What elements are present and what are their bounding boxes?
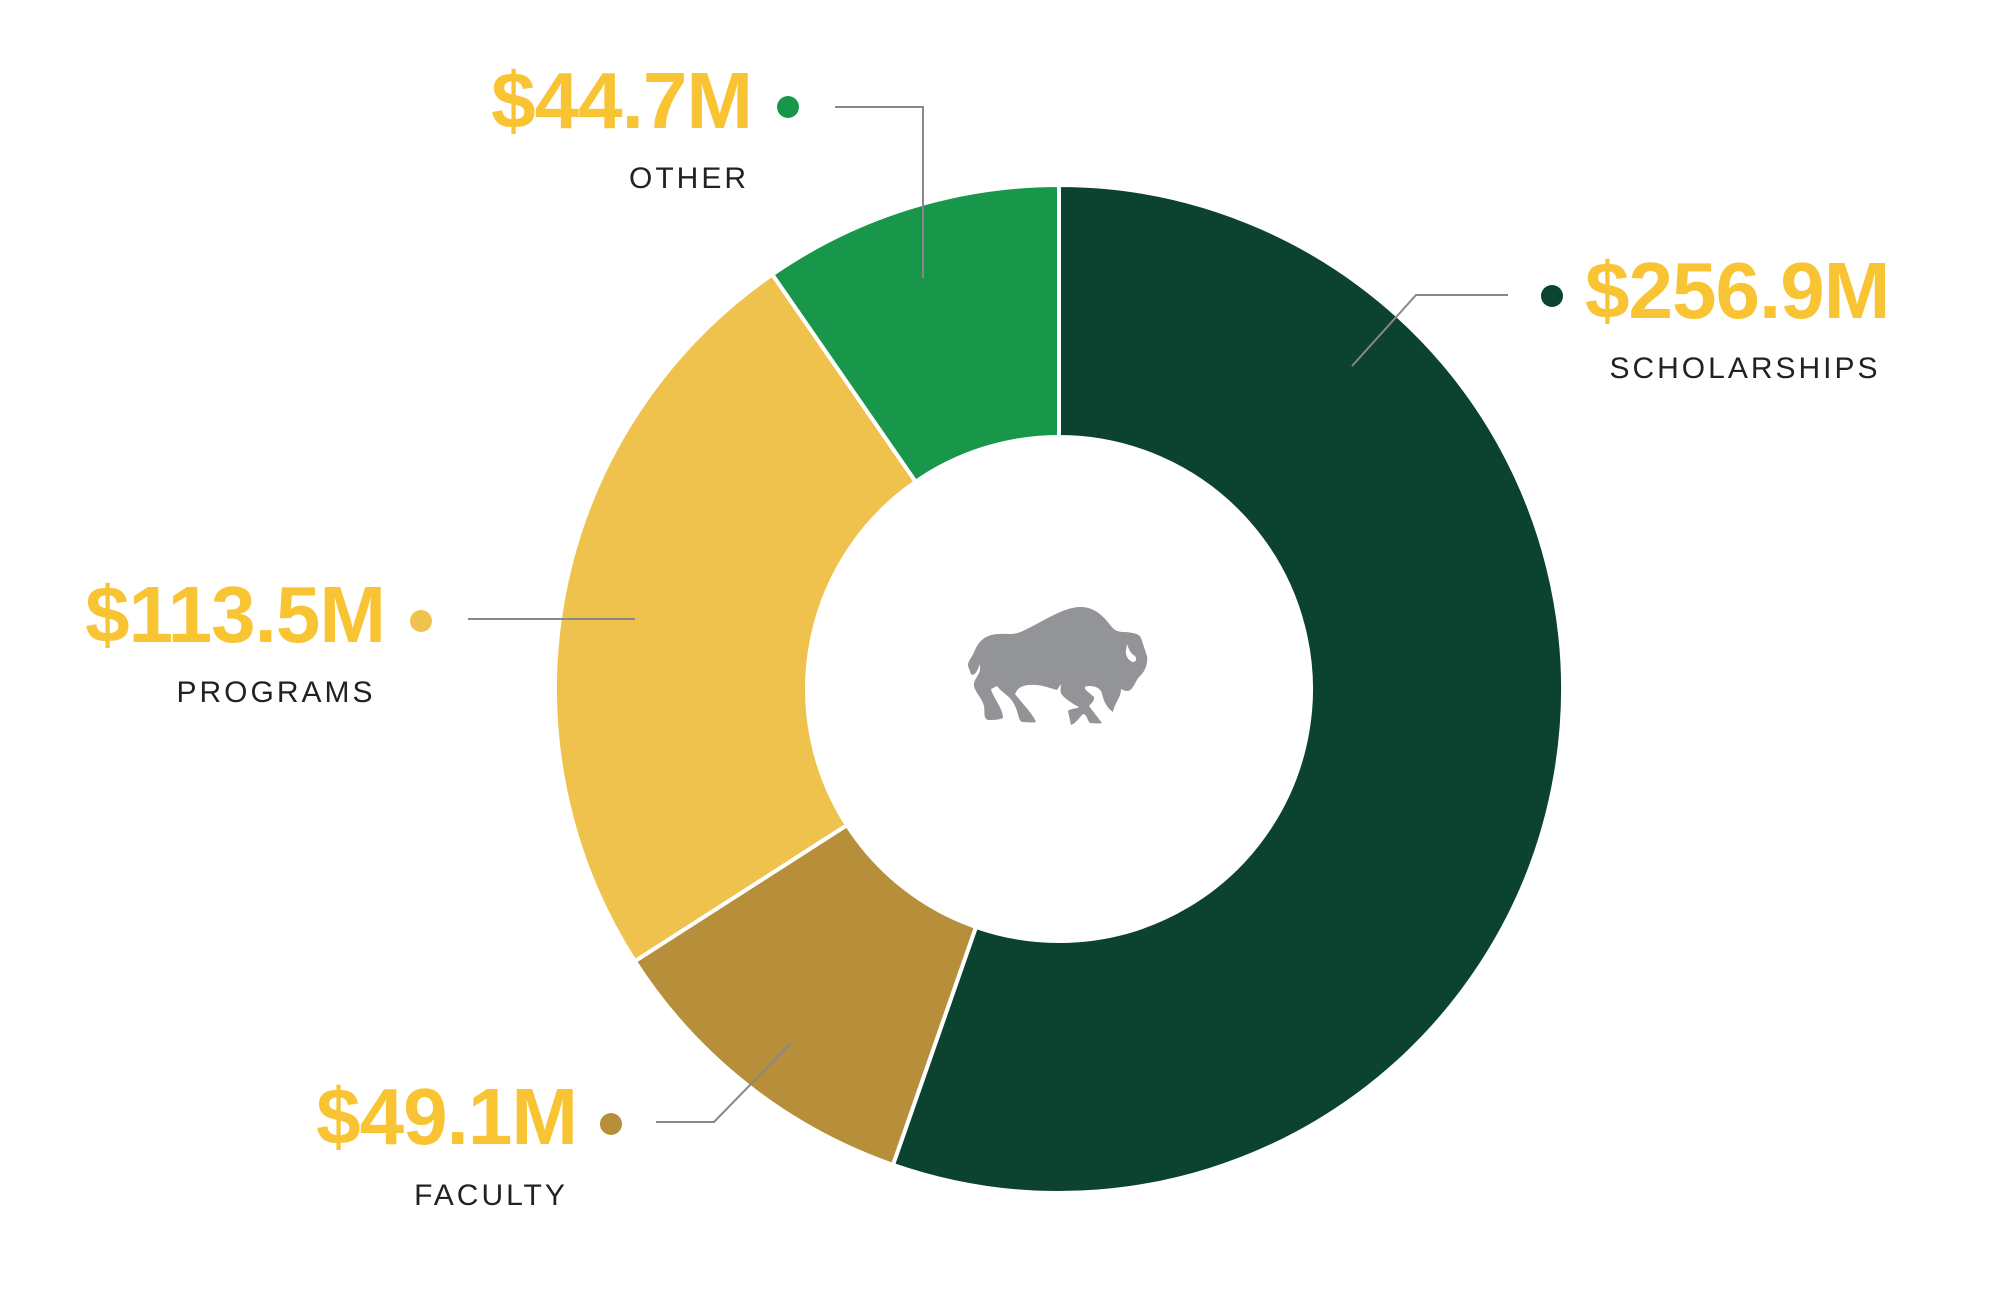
donut-slices [553,182,1565,1195]
bison-logo-icon [968,606,1148,725]
dot-faculty [600,1113,622,1135]
dot-other [777,96,799,118]
category-label-scholarships: SCHOLARSHIPS [1609,352,1880,385]
slice-other [769,182,1061,485]
dot-scholarships [1541,285,1563,307]
leader-line-faculty [656,1042,792,1123]
slice-faculty [632,822,979,1168]
category-label-programs: PROGRAMS [176,676,375,709]
category-label-faculty: FACULTY [414,1179,568,1212]
dot-programs [410,610,432,632]
value-label-faculty: $49.1M [316,1072,577,1161]
slice-programs [553,271,919,964]
leader-line-other [835,106,924,278]
label-other: $44.7M OTHER [491,56,924,278]
category-label-other: OTHER [629,162,749,195]
value-label-scholarships: $256.9M [1585,246,1889,335]
label-scholarships: $256.9M SCHOLARSHIPS [1351,246,1890,385]
label-faculty: $49.1M FACULTY [316,1042,792,1212]
value-label-other: $44.7M [491,56,752,145]
value-label-programs: $113.5M [85,570,385,659]
label-programs: $113.5M PROGRAMS [85,570,635,709]
leader-line-scholarships [1351,294,1508,367]
